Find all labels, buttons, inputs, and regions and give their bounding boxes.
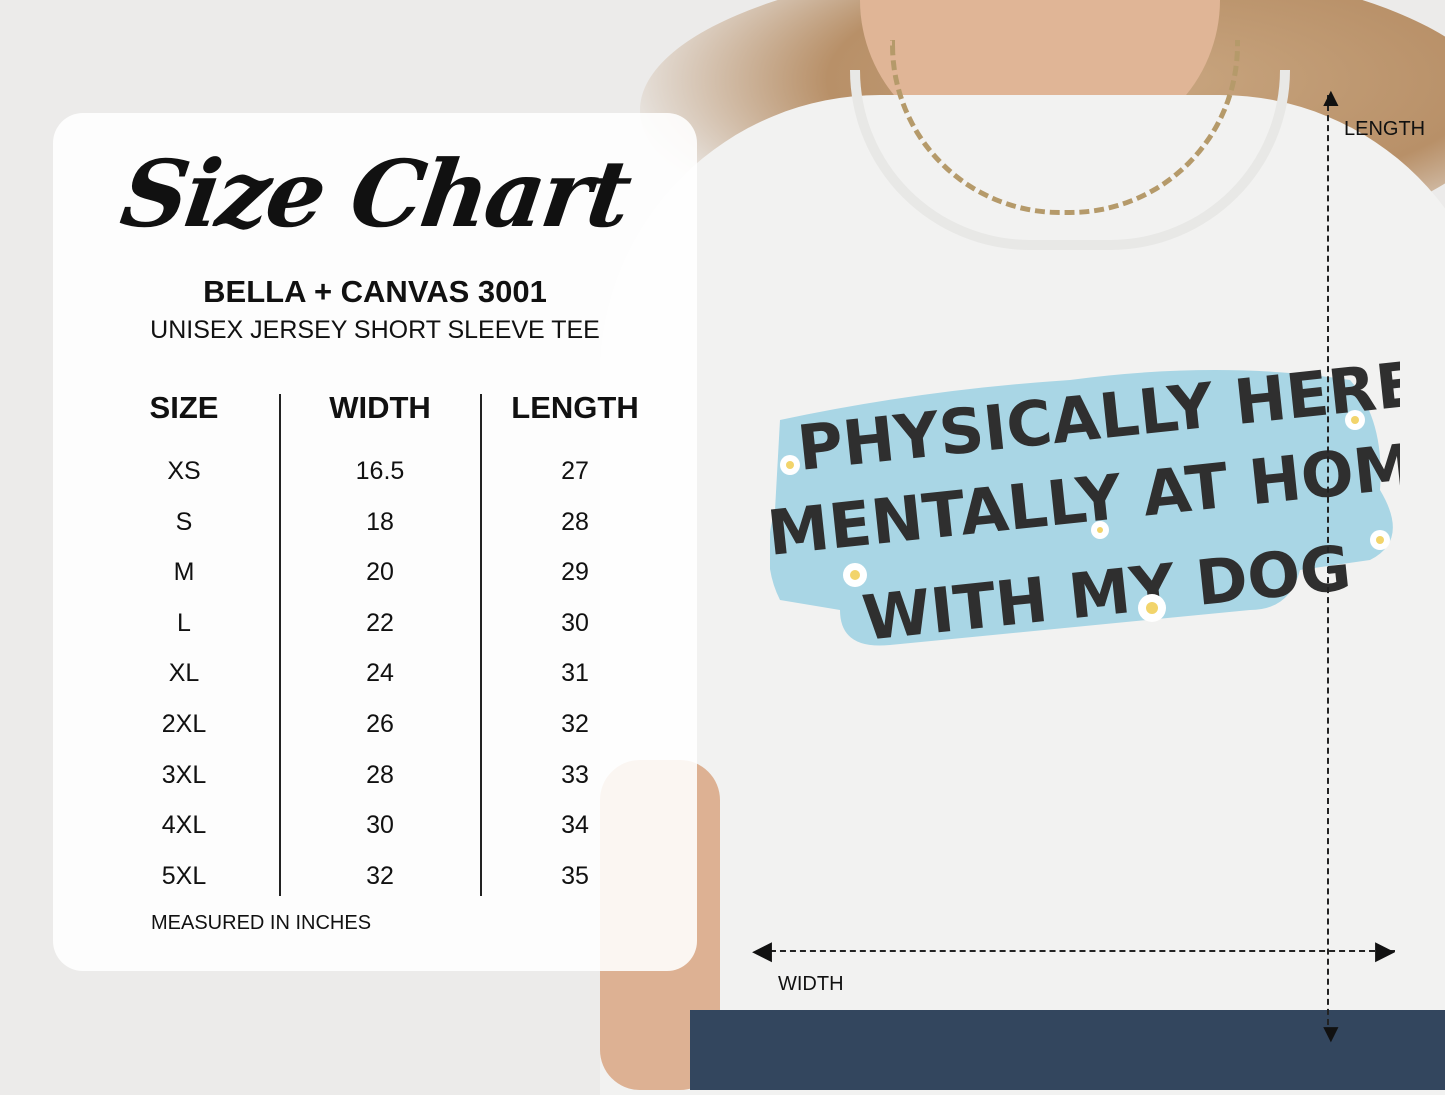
cell-size: M [173, 558, 195, 587]
cell-size: 3XL [161, 760, 207, 789]
cell-width: 26 [366, 710, 394, 738]
column-header-length: LENGTH [511, 390, 639, 425]
cell-length: 29 [561, 558, 589, 587]
column-header-size: SIZE [149, 390, 219, 425]
brand-model: BELLA + CANVAS 3001 [203, 274, 547, 309]
size-chart-panel [53, 113, 697, 971]
cell-width: 20 [366, 558, 394, 587]
units-note: MEASURED IN INCHES [151, 912, 372, 934]
cell-length: 32 [561, 710, 589, 738]
cell-size: XS [167, 457, 201, 485]
cell-size: S [175, 507, 193, 536]
cell-size: 5XL [161, 861, 207, 890]
cell-size: XL [168, 659, 200, 688]
cell-size: 4XL [161, 811, 207, 840]
cell-width: 32 [366, 861, 394, 890]
cell-width: 16.5 [355, 457, 405, 485]
design-background [770, 370, 1393, 646]
column-divider [480, 394, 482, 896]
column-divider [279, 394, 281, 896]
cell-width: 30 [366, 811, 394, 840]
arrow-left-icon: ◀ [752, 935, 772, 965]
cell-width: 18 [366, 507, 394, 536]
cell-length: 31 [561, 659, 589, 688]
jeans [690, 1010, 1445, 1090]
product-subtitle: UNISEX JERSEY SHORT SLEEVE TEE [150, 316, 600, 344]
cell-length: 33 [561, 760, 589, 789]
cell-size: 2XL [161, 710, 207, 738]
width-measure-line [760, 950, 1395, 952]
cell-length: 28 [561, 507, 589, 536]
cell-size: L [177, 608, 191, 637]
length-measure-line [1327, 95, 1329, 1035]
cell-length: 34 [561, 811, 589, 840]
arrow-down-icon: ▼ [1318, 1018, 1344, 1048]
cell-width: 24 [366, 659, 394, 688]
arrow-up-icon: ▲ [1318, 82, 1344, 112]
width-label: WIDTH [778, 973, 844, 995]
length-label: LENGTH [1344, 118, 1426, 140]
arrow-right-icon: ▶ [1375, 935, 1395, 965]
column-header-width: WIDTH [329, 390, 431, 425]
shirt-design: PHYSICALLY HERE MENTALLY AT HOME WITH MY… [770, 360, 1400, 650]
chart-title: Size Chart [114, 140, 636, 248]
cell-length: 35 [561, 861, 589, 890]
daisy-icons [780, 410, 1390, 622]
cell-width: 28 [366, 760, 394, 789]
cell-length: 27 [561, 457, 589, 485]
cell-width: 22 [366, 608, 394, 637]
cell-length: 30 [561, 608, 589, 637]
